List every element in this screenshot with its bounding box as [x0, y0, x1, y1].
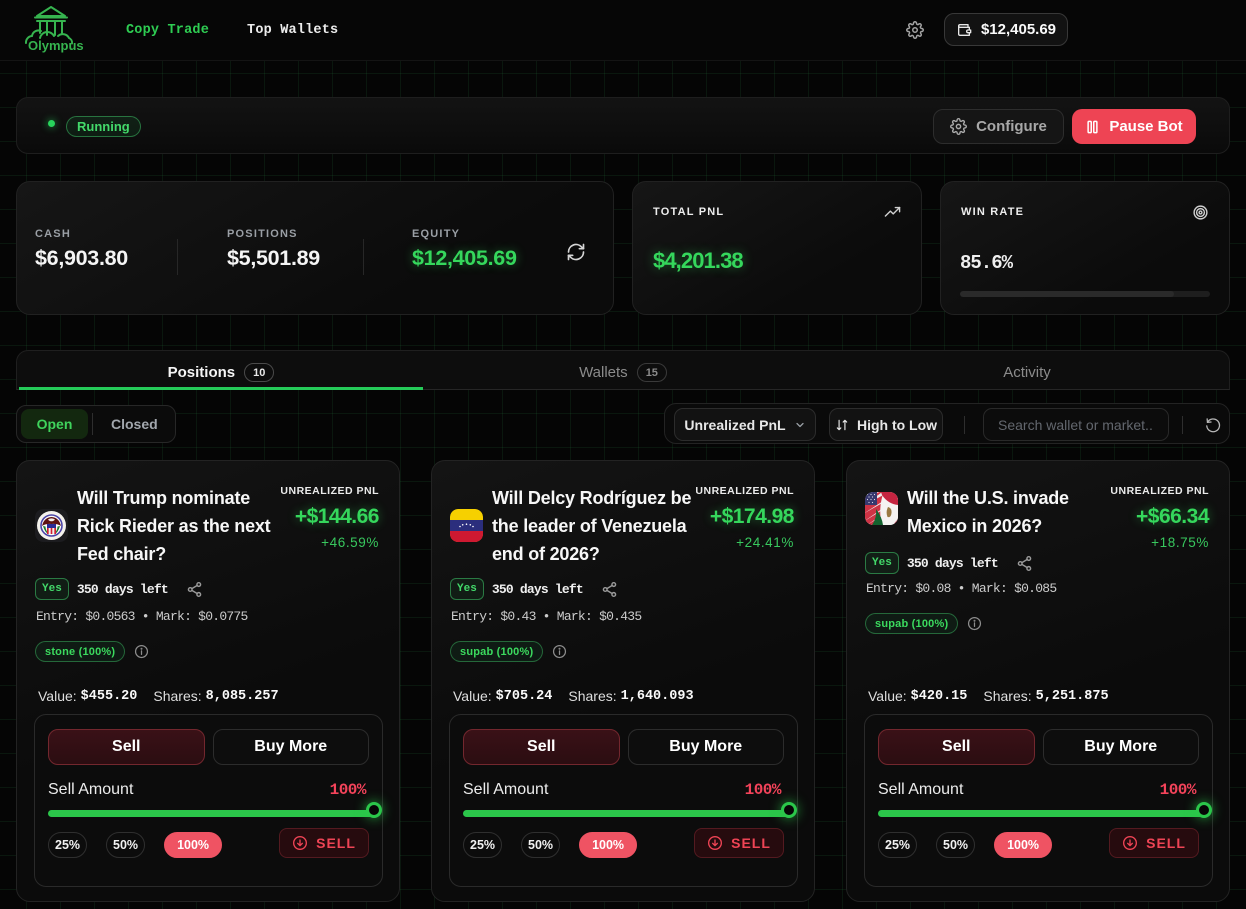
svg-text:Olympus: Olympus — [28, 38, 84, 53]
